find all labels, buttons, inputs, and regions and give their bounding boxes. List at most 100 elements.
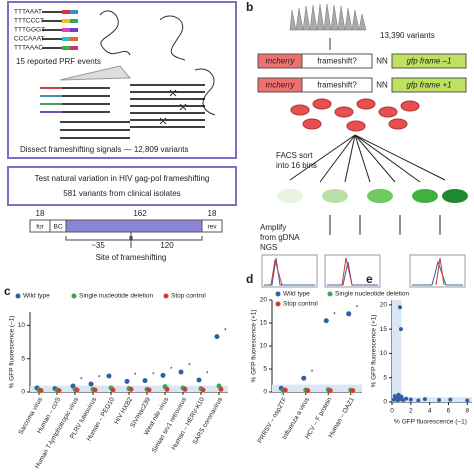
y-tick-label: 5 <box>263 366 267 373</box>
amplify-label: Amplify <box>260 223 286 232</box>
sequence: CCCAAAT <box>14 36 45 43</box>
significance: * <box>224 327 227 334</box>
legend-swatch <box>15 293 21 299</box>
gfp: gfp frame –1 <box>407 57 452 66</box>
part-label: BC <box>53 224 62 231</box>
x-tick-label: 0 <box>390 408 394 415</box>
significance: * <box>311 369 314 376</box>
sequence: TTTCCCT <box>14 18 44 25</box>
panel-letter: c <box>4 284 11 298</box>
significance: * <box>152 371 155 378</box>
data-point <box>398 327 403 332</box>
ngs-plots <box>261 254 466 288</box>
sub-length: ~35 <box>91 241 105 250</box>
significance: * <box>356 305 359 312</box>
significance: * <box>188 363 191 370</box>
rna-structures <box>99 10 216 116</box>
y-tick-label: 0 <box>383 399 387 406</box>
data-point <box>200 387 206 393</box>
y-tick-label: 15 <box>260 320 268 327</box>
sequences: TTTAAAT TTTCCCT TTTGGGT CCCAAAT TTTAAAC <box>14 9 78 52</box>
arrows <box>329 215 441 235</box>
y-tick-label: 5 <box>21 355 25 362</box>
length: 18 <box>208 209 217 218</box>
data-point <box>346 311 352 317</box>
reporter: mcherry <box>266 57 296 66</box>
data-point <box>146 387 152 393</box>
legend-label: Single nucleotide deletion <box>335 291 409 298</box>
significance: * <box>98 375 101 382</box>
threshold-band <box>392 300 402 402</box>
data-point <box>214 334 220 340</box>
data-point <box>398 305 402 310</box>
construct: 18 162 18 for BC rev ~35 120 Site of fra… <box>29 209 223 262</box>
data-point <box>323 318 329 324</box>
amplify-label: NGS <box>260 243 277 252</box>
baseline-band <box>272 384 362 392</box>
dissect-label: Dissect frameshifting signals — 12,809 v… <box>20 145 189 154</box>
cells <box>290 98 420 132</box>
legend-label: Stop control <box>283 301 318 308</box>
data-point <box>160 372 166 378</box>
sequence: TTTGGGT <box>14 27 45 34</box>
data-point <box>408 397 413 402</box>
data-point <box>196 377 202 383</box>
variants-label: 13,390 variants <box>380 31 435 40</box>
significance: * <box>134 372 137 379</box>
test-box-title: Test natural variation in HIV gag-pol fr… <box>35 174 210 183</box>
significance: * <box>333 311 336 318</box>
sequence: TTTAAAT <box>14 9 42 16</box>
significance: * <box>80 377 83 384</box>
site-label: Site of frameshifting <box>96 253 167 262</box>
data-point <box>465 398 470 403</box>
linker: NN <box>376 81 388 90</box>
x-axis-label: % GFP fluorescence (–1) <box>394 419 467 426</box>
panel-a-box <box>7 1 237 159</box>
variant-lines <box>40 84 205 139</box>
data-point <box>124 378 130 384</box>
reporter-rows: mcherry frameshift? NN gfp frame –1 mche… <box>257 53 467 93</box>
y-tick-label: 20 <box>380 302 388 309</box>
legend-swatch <box>327 291 333 297</box>
length: 18 <box>36 209 45 218</box>
data-point <box>128 386 134 392</box>
data-point <box>301 375 307 381</box>
data-point <box>422 397 427 402</box>
test-box <box>7 166 237 206</box>
data-point <box>88 381 94 387</box>
data-point <box>142 378 148 384</box>
data-point <box>327 388 333 394</box>
frameshift: frameshift? <box>317 81 357 90</box>
legend-swatch <box>275 301 281 307</box>
significance: * <box>170 366 173 373</box>
data-point <box>404 396 409 401</box>
panel-letter: b <box>246 0 253 14</box>
data-point <box>218 386 224 392</box>
y-axis-label: % GFP fluorescence (+1) <box>251 309 258 382</box>
legend-swatch <box>275 291 281 297</box>
data-point <box>110 387 116 393</box>
frameshift: frameshift? <box>317 57 357 66</box>
legend-label: Stop control <box>171 293 206 300</box>
data-point <box>164 386 170 392</box>
threshold-band <box>392 397 472 402</box>
gfp: gfp frame +1 <box>406 81 451 90</box>
facs-label: into 16 bins <box>276 161 317 170</box>
legend-label: Wild type <box>283 291 310 298</box>
length: 162 <box>133 209 147 218</box>
test-box-subtitle: 581 variants from clinical isolates <box>63 189 180 198</box>
y-tick-label: 20 <box>260 297 268 304</box>
x-tick-label: 4 <box>428 408 432 415</box>
y-tick-label: 10 <box>380 350 388 357</box>
data-point <box>305 388 311 394</box>
data-point <box>182 386 188 392</box>
x-tick-label: 6 <box>447 408 451 415</box>
panel-letter: e <box>366 272 373 286</box>
legend-label: Wild type <box>23 293 50 300</box>
data-point <box>416 398 421 403</box>
y-tick-label: 10 <box>260 343 268 350</box>
data-point <box>399 394 404 399</box>
facs-label: FACS sort <box>276 151 313 160</box>
data-point <box>350 388 356 394</box>
x-tick-label: Human – HERV-K10 <box>170 396 206 451</box>
